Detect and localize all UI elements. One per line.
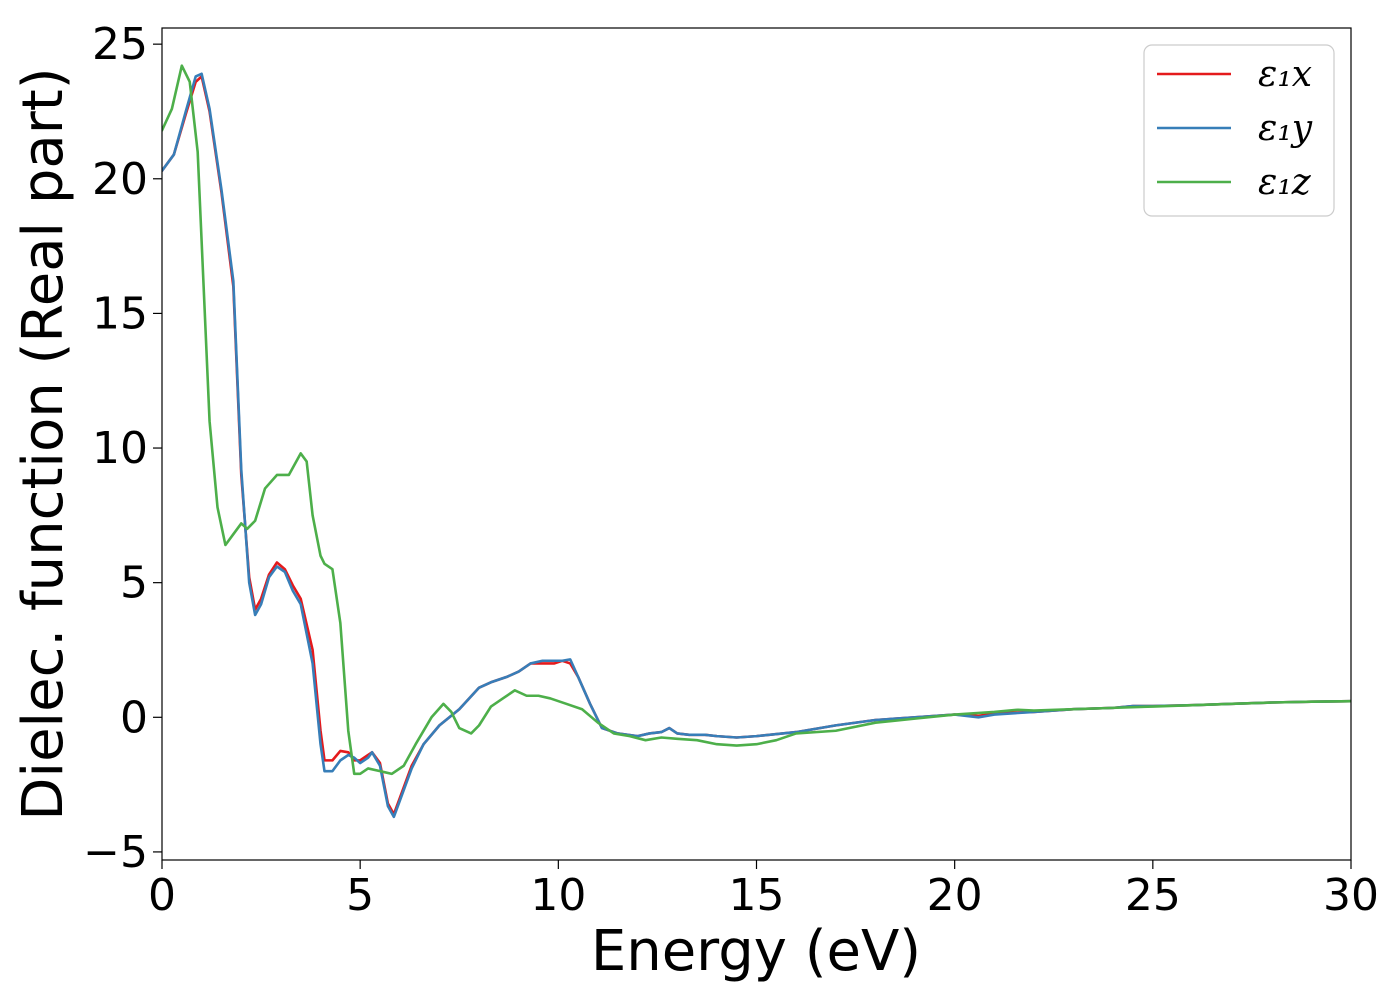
x-axis-title: Energy (eV) [591,919,921,984]
y-axis-ticks: −5 0 5 10 15 20 25 [83,19,162,878]
series-line-3 [162,64,1351,776]
y-tick-label: 5 [120,558,148,609]
legend-label-1: ε₁x [1258,54,1312,95]
y-tick-label: 20 [92,154,148,205]
y-axis-title: Dielec. function (Real part) [11,67,76,820]
x-tick-label: 10 [530,870,586,921]
legend-label-2: ε₁y [1258,108,1313,149]
x-tick-label: 5 [346,870,374,921]
series-lines [162,64,1351,819]
x-tick-label: 0 [148,870,176,921]
y-tick-label: 15 [92,288,148,339]
y-tick-label: −5 [83,827,148,878]
y-tick-label: 25 [92,19,148,70]
legend-label-3: ε₁z [1258,162,1312,203]
legend-box [1143,44,1335,217]
legend-entries: ε₁x ε₁y ε₁z [1157,54,1313,203]
legend: ε₁x ε₁y ε₁z [1143,44,1335,217]
y-tick-label: 10 [92,423,148,474]
y-tick-label: 0 [120,692,148,743]
x-tick-label: 25 [1125,870,1181,921]
x-tick-label: 30 [1323,870,1379,921]
x-tick-label: 20 [927,870,983,921]
x-tick-label: 15 [729,870,785,921]
x-axis-ticks: 0 5 10 15 20 25 30 [148,860,1379,921]
